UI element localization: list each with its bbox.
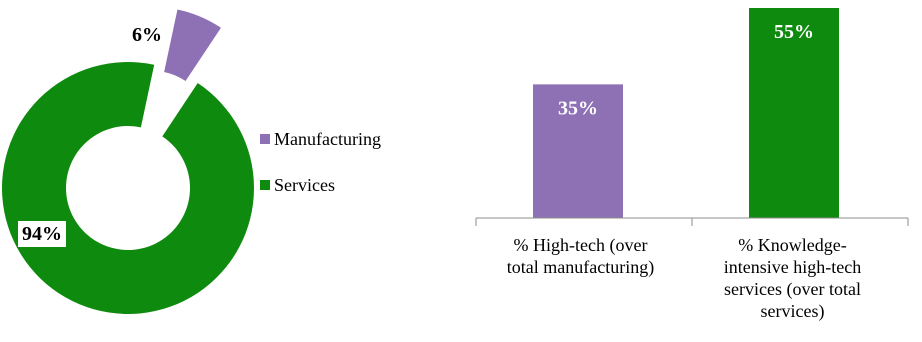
category-label-line: total manufacturing) xyxy=(506,257,655,277)
bar-chart: 35% 55% xyxy=(475,8,909,226)
bar-0 xyxy=(533,84,623,218)
legend-swatch-services xyxy=(260,180,270,190)
bar-category-label-high-tech: % High-tech (over total manufacturing) xyxy=(478,234,683,278)
bar-data-label-0: 35% xyxy=(558,97,598,119)
bar-1 xyxy=(749,8,839,218)
legend-swatch-manufacturing xyxy=(260,134,270,144)
legend-label-services: Services xyxy=(274,174,335,195)
donut-chart xyxy=(1,9,254,314)
legend-item-services: Services xyxy=(260,172,381,198)
bar-category-label-knowledge-services: % Knowledge-intensive high-tech services … xyxy=(690,234,895,322)
category-label-line: % Knowledge- xyxy=(738,235,847,255)
donut-slice-services xyxy=(1,62,254,314)
donut-legend: Manufacturing Services xyxy=(260,126,381,218)
category-label-line: intensive high-tech xyxy=(723,257,862,277)
donut-label-services: 94% xyxy=(18,221,66,247)
bar-data-label-1: 55% xyxy=(774,21,814,43)
category-label-line: % High-tech (over xyxy=(513,235,648,255)
legend-item-manufacturing: Manufacturing xyxy=(260,126,381,152)
donut-slice-manufacturing xyxy=(164,9,221,82)
category-label-line: services) xyxy=(760,301,825,321)
donut-label-manufacturing: 6% xyxy=(128,22,166,48)
legend-label-manufacturing: Manufacturing xyxy=(274,128,381,149)
category-label-line: services (over total xyxy=(724,279,861,299)
